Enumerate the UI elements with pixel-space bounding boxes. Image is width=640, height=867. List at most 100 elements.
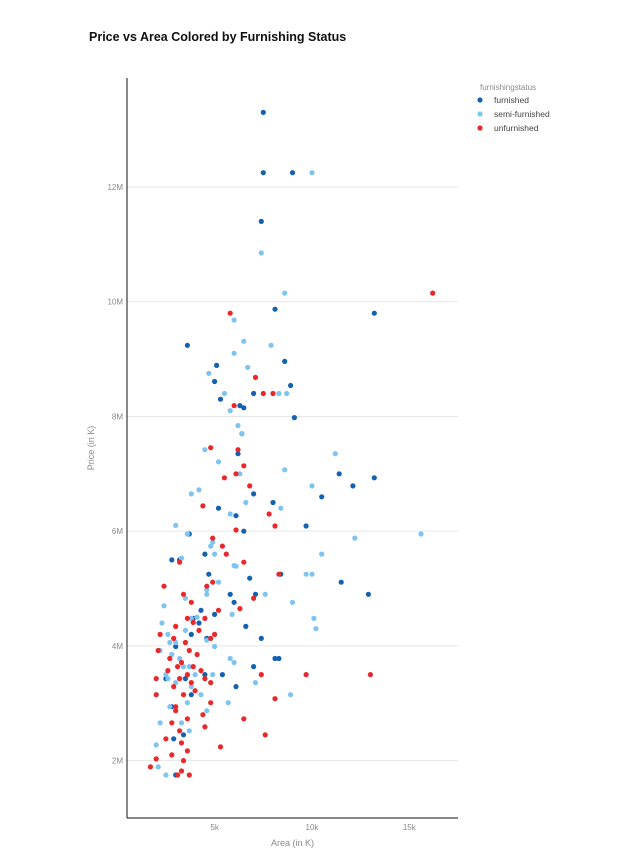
furnished-point xyxy=(365,591,371,597)
unfurnished-point xyxy=(177,728,183,734)
furnished-point xyxy=(233,684,239,690)
furnished-point xyxy=(231,599,237,605)
unfurnished-point xyxy=(241,559,247,565)
semi-furnished-point xyxy=(215,579,222,585)
semi-furnished-point xyxy=(155,764,161,770)
unfurnished-point xyxy=(258,672,264,678)
unfurnished-point xyxy=(233,471,239,477)
furnished-point xyxy=(237,403,243,409)
semi-furnished-point xyxy=(182,595,188,601)
unfurnished-point xyxy=(184,615,190,622)
semi-furnished-point xyxy=(245,364,251,370)
legend-marker-unfurnished xyxy=(477,125,483,131)
semi-furnished-point xyxy=(278,505,284,511)
semi-furnished-point xyxy=(282,290,288,296)
unfurnished-point xyxy=(153,756,159,762)
semi-furnished-point xyxy=(332,451,338,457)
semi-furnished-point xyxy=(188,491,194,497)
unfurnished-point xyxy=(252,374,259,380)
legend: furnishingstatus furnished semi-furnished… xyxy=(477,83,550,133)
y-tick-label: 4M xyxy=(112,642,123,651)
legend-label-semi-furnished: semi-furnished xyxy=(494,109,550,119)
chart-title: Price vs Area Colored by Furnishing Stat… xyxy=(89,30,347,44)
furnished-point xyxy=(233,513,239,519)
unfurnished-point xyxy=(175,772,181,778)
semi-furnished-point xyxy=(212,643,218,650)
x-tick-label: 5k xyxy=(210,823,219,832)
semi-furnished-point xyxy=(204,591,210,597)
semi-furnished-point xyxy=(418,531,424,537)
unfurnished-point xyxy=(175,664,181,670)
furnished-point xyxy=(350,483,356,489)
semi-furnished-point xyxy=(167,639,173,646)
unfurnished-point xyxy=(167,655,173,662)
unfurnished-point xyxy=(153,676,159,682)
unfurnished-point xyxy=(177,676,183,682)
semi-furnished-point xyxy=(153,742,159,748)
x-axis-ticks: 5k 10k 15k xyxy=(210,823,416,832)
y-axis-title: Price (in K) xyxy=(86,426,96,471)
unfurnished-point xyxy=(171,684,177,690)
unfurnished-point xyxy=(212,631,218,638)
semi-furnished-point xyxy=(182,627,188,634)
semi-furnished-point xyxy=(252,680,259,686)
furnished-point xyxy=(202,551,208,557)
unfurnished-point xyxy=(208,445,214,451)
semi-furnished-point xyxy=(239,431,245,437)
semi-furnished-point xyxy=(159,620,165,626)
semi-furnished-point xyxy=(227,655,233,662)
unfurnished-point xyxy=(200,712,206,718)
unfurnished-point xyxy=(202,724,208,730)
unfurnished-point xyxy=(196,627,202,634)
furnished-point xyxy=(173,643,179,650)
unfurnished-point xyxy=(272,523,278,529)
semi-furnished-point xyxy=(210,539,216,545)
furnished-point xyxy=(219,672,225,678)
unfurnished-point xyxy=(180,591,187,597)
unfurnished-point xyxy=(270,390,276,397)
furnished-point xyxy=(251,664,257,670)
unfurnished-point xyxy=(184,748,190,754)
unfurnished-point xyxy=(208,700,214,706)
semi-furnished-point xyxy=(309,571,315,577)
unfurnished-point xyxy=(208,680,214,686)
unfurnished-point xyxy=(173,623,179,630)
unfurnished-point xyxy=(200,503,206,509)
furnished-point xyxy=(338,579,344,585)
unfurnished-point xyxy=(367,672,373,678)
semi-furnished-point xyxy=(165,631,171,638)
semi-furnished-point xyxy=(206,370,212,376)
x-tick-label: 10k xyxy=(306,823,320,832)
unfurnished-point xyxy=(241,463,247,469)
furnished-point xyxy=(215,505,222,511)
semi-furnished-point xyxy=(204,637,210,643)
legend-label-furnished: furnished xyxy=(494,95,529,105)
x-axis-title: Area (in K) xyxy=(271,838,314,848)
unfurnished-point xyxy=(190,664,196,670)
semi-furnished-point xyxy=(311,615,317,622)
semi-furnished-point xyxy=(173,522,179,529)
y-tick-label: 10M xyxy=(107,298,123,307)
semi-furnished-point xyxy=(188,684,194,690)
furnished-point xyxy=(212,611,218,618)
semi-furnished-point xyxy=(173,680,179,686)
semi-furnished-point xyxy=(204,708,210,714)
unfurnished-point xyxy=(180,692,187,698)
furnished-point xyxy=(371,310,377,316)
furnished-point xyxy=(188,631,194,638)
y-axis-ticks: 2M 4M 6M 8M 10M 12M xyxy=(107,183,123,766)
unfurnished-point xyxy=(169,720,175,726)
unfurnished-point xyxy=(266,511,272,517)
semi-furnished-point xyxy=(233,563,239,569)
unfurnished-point xyxy=(169,752,175,758)
furnished-point xyxy=(241,528,247,534)
semi-furnished-point xyxy=(186,664,192,670)
unfurnished-point xyxy=(161,583,167,589)
semi-furnished-point xyxy=(227,511,233,517)
x-tick-label: 15k xyxy=(403,823,417,832)
semi-furnished-point xyxy=(186,728,192,734)
unfurnished-point xyxy=(180,758,187,764)
furnished-point xyxy=(202,672,208,678)
semi-furnished-point xyxy=(163,772,169,778)
